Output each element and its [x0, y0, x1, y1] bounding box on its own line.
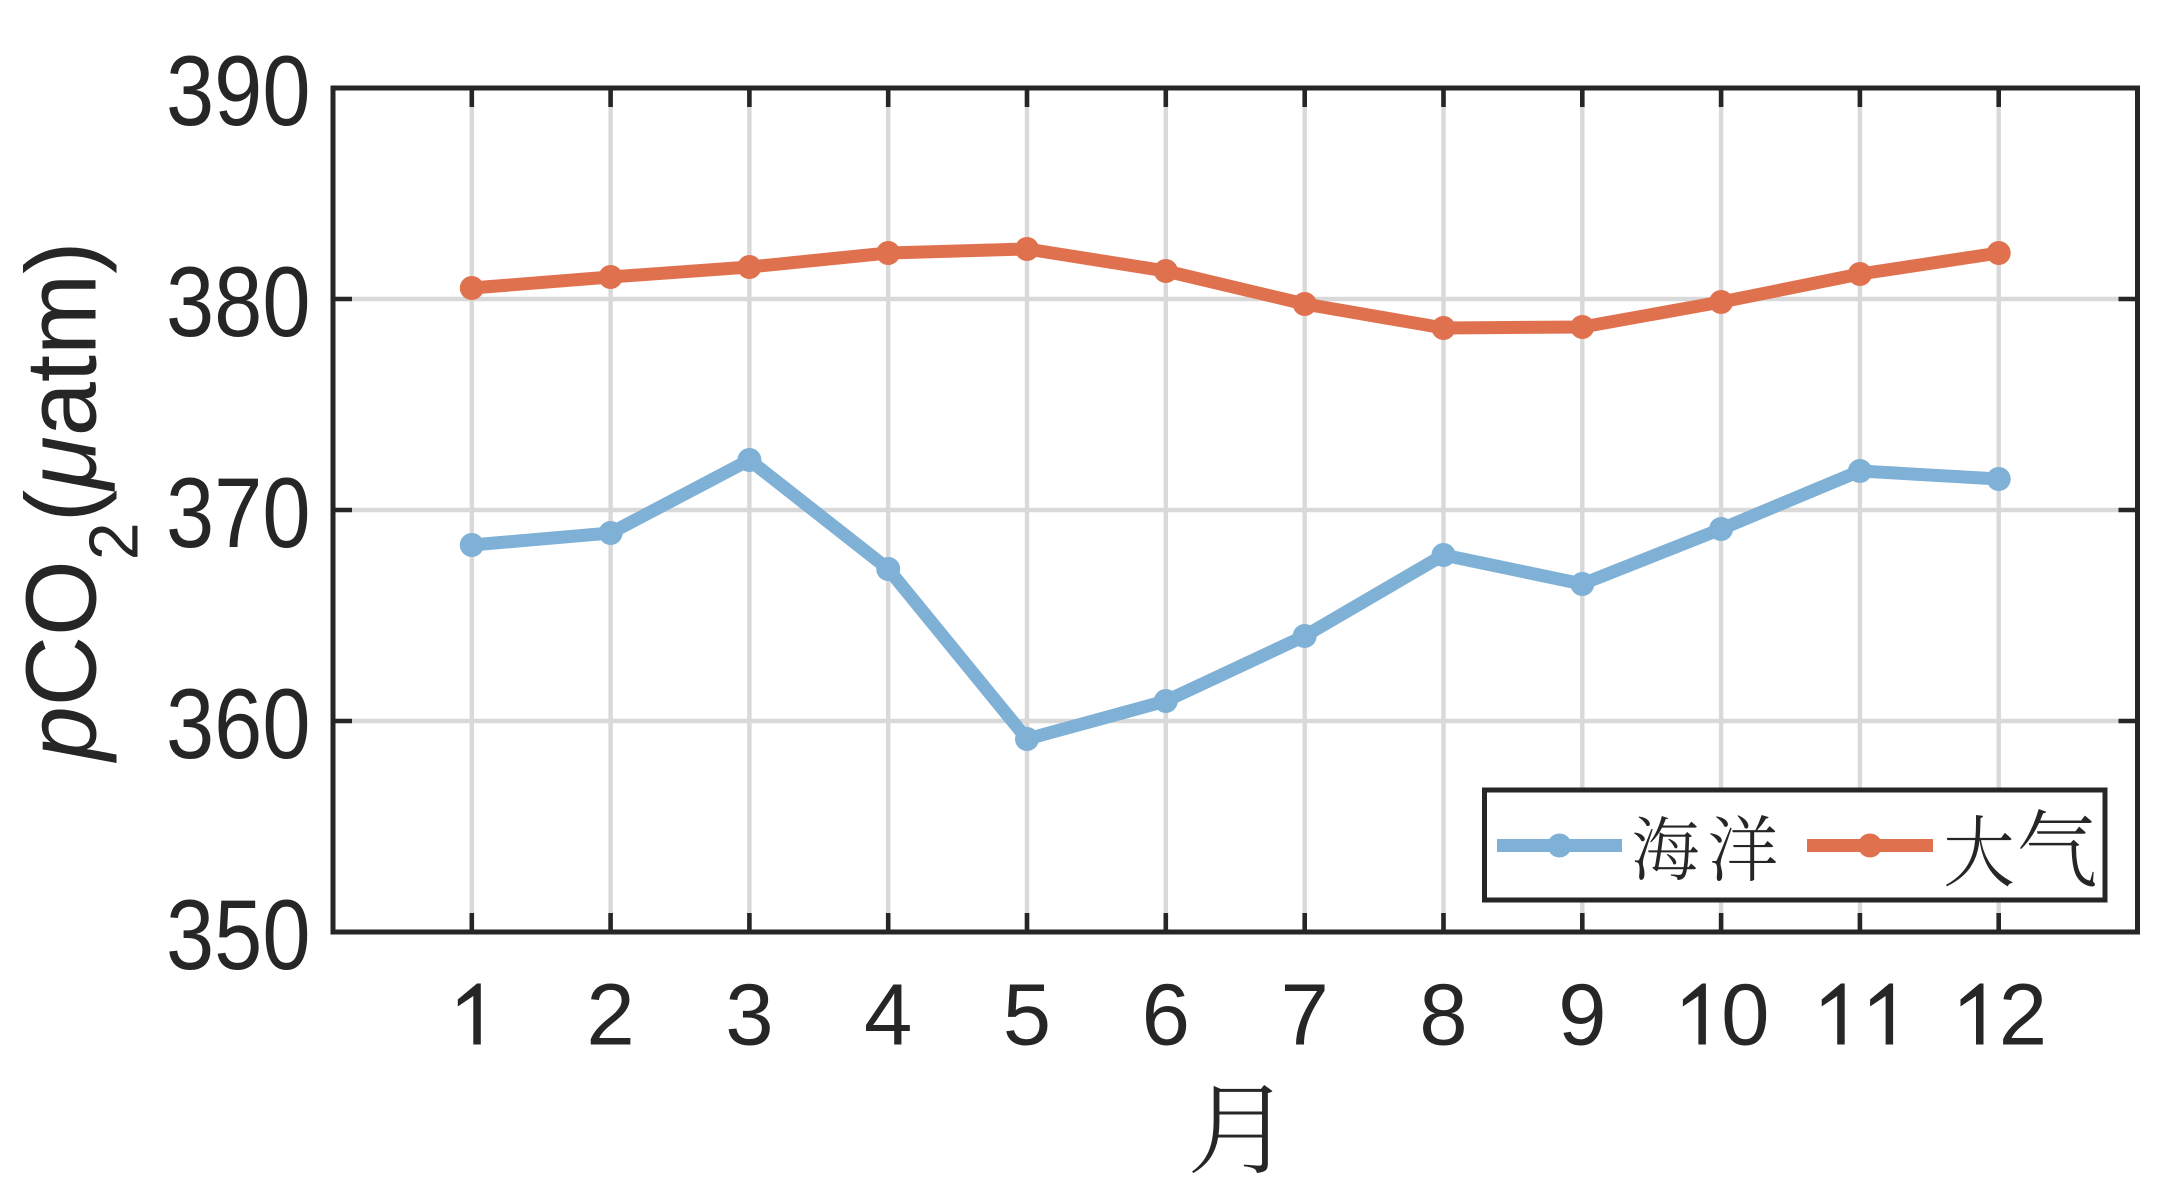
svg-text:350: 350 [166, 880, 311, 991]
svg-text:370: 370 [166, 458, 311, 569]
svg-text:360: 360 [166, 669, 311, 780]
svg-text:5: 5 [1003, 967, 1051, 1064]
svg-text:9: 9 [1558, 967, 1606, 1064]
svg-text:6: 6 [1142, 967, 1190, 1064]
svg-text:390: 390 [166, 36, 311, 147]
svg-text:2: 2 [1999, 967, 2047, 1064]
svg-text:7: 7 [1281, 967, 1329, 1064]
svg-text:8: 8 [1419, 967, 1467, 1064]
svg-text:380: 380 [166, 247, 311, 358]
svg-text:0: 0 [1721, 967, 1769, 1064]
svg-text:3: 3 [725, 967, 773, 1064]
svg-text:2: 2 [586, 967, 634, 1064]
svg-text:4: 4 [864, 967, 912, 1064]
